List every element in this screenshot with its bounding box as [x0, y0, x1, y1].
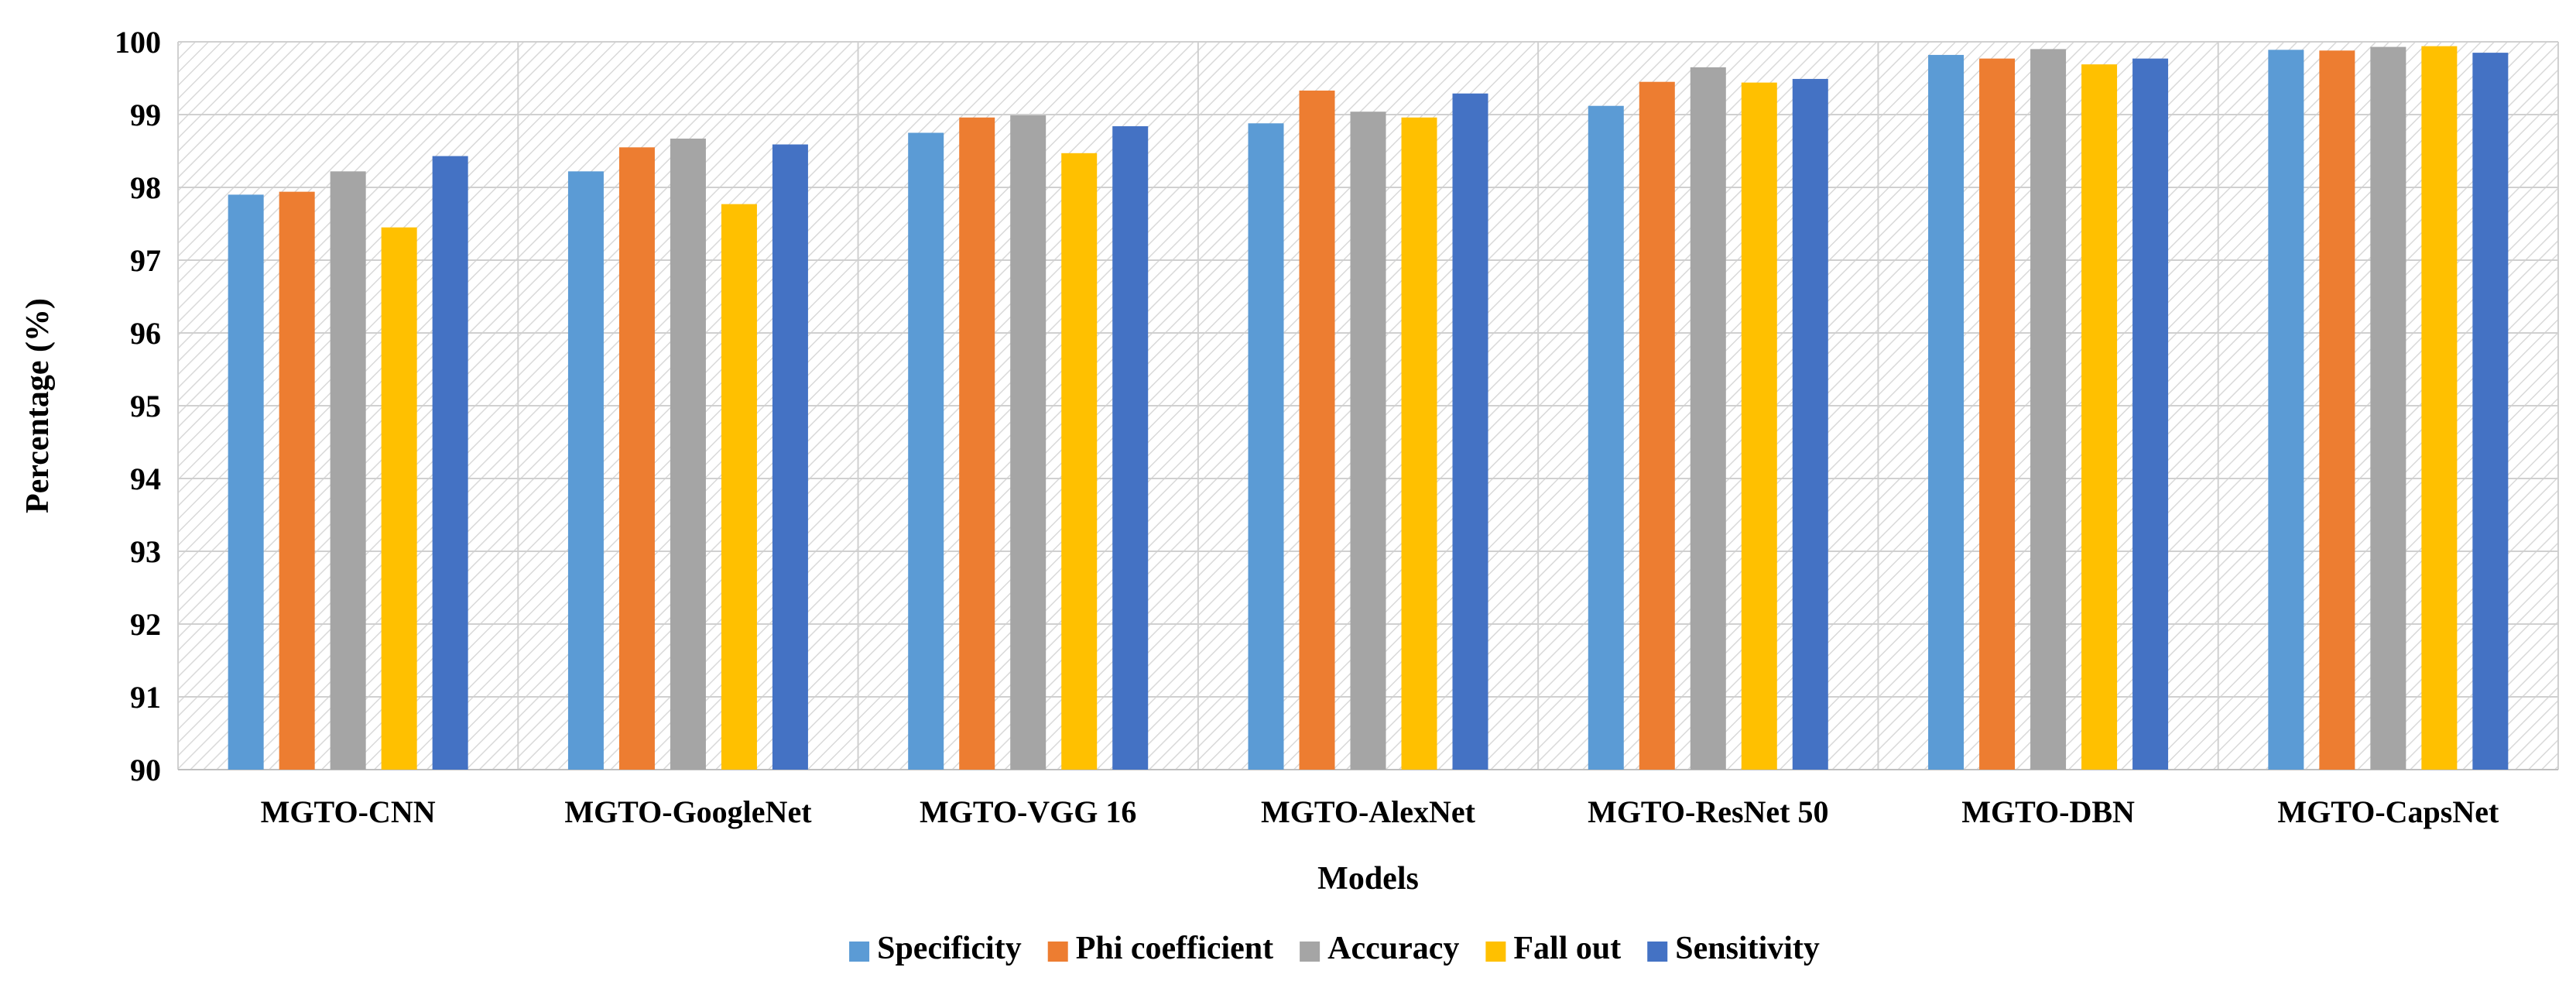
x-category-label: MGTO-GoogleNet	[564, 794, 812, 829]
bar-sensitivity	[2132, 58, 2169, 770]
bar-specificity	[567, 171, 604, 770]
y-axis-ticks: 90 91 92 93 94 95 96 97 98 99 100	[115, 25, 161, 787]
x-axis-categories: MGTO-CNN MGTO-GoogleNet MGTO-VGG 16 MGTO-Al…	[261, 794, 2499, 829]
bar-fall-out	[381, 227, 417, 770]
bar-sensitivity	[1112, 126, 1149, 770]
bar-fall-out	[721, 204, 757, 770]
bar-fall-out	[1401, 117, 1437, 770]
bars-layer	[228, 46, 2509, 770]
legend-item-accuracy: Accuracy	[1300, 931, 1459, 966]
legend-item-specificity: Specificity	[849, 931, 1022, 966]
bar-fall-out	[1741, 82, 1777, 770]
legend-swatch	[1047, 942, 1068, 962]
legend-label: Fall out	[1513, 931, 1621, 966]
bar-fall-out	[2421, 46, 2458, 770]
legend-label: Phi coefficient	[1076, 931, 1273, 966]
legend: Specificity Phi coefficient Accuracy Fall o…	[849, 931, 1820, 966]
legend-swatch	[849, 942, 870, 962]
bar-specificity	[2268, 50, 2304, 770]
bar-fall-out	[2081, 64, 2118, 770]
y-tick-label: 98	[130, 170, 161, 205]
bar-accuracy	[2030, 49, 2067, 770]
legend-swatch	[1485, 942, 1506, 962]
x-category-label: MGTO-CapsNet	[2277, 794, 2499, 829]
y-tick-label: 91	[130, 680, 161, 715]
legend-label: Accuracy	[1327, 931, 1459, 966]
x-category-label: MGTO-ResNet 50	[1588, 794, 1828, 829]
bar-phi-coefficient	[1299, 90, 1335, 770]
legend-label: Sensitivity	[1675, 931, 1820, 966]
bar-accuracy	[670, 139, 706, 770]
bar-phi-coefficient	[959, 117, 995, 770]
legend-swatch	[1647, 942, 1668, 962]
bar-phi-coefficient	[1979, 58, 2016, 770]
bar-specificity	[1588, 105, 1624, 770]
x-category-label: MGTO-VGG 16	[920, 794, 1136, 829]
legend-item-sensitivity: Sensitivity	[1647, 931, 1820, 966]
bar-specificity	[1248, 123, 1284, 770]
y-tick-label: 92	[130, 607, 161, 642]
bar-specificity	[908, 132, 944, 770]
bar-sensitivity	[2472, 53, 2509, 770]
y-tick-label: 95	[130, 389, 161, 424]
bar-accuracy	[1010, 115, 1046, 770]
legend-label: Specificity	[877, 931, 1022, 966]
bar-sensitivity	[1452, 93, 1488, 770]
bar-accuracy	[1350, 111, 1386, 770]
bar-specificity	[1928, 54, 1965, 770]
x-category-label: MGTO-AlexNet	[1261, 794, 1476, 829]
bar-accuracy	[1690, 67, 1726, 770]
bar-phi-coefficient	[1639, 81, 1675, 770]
bar-accuracy	[330, 171, 366, 770]
bar-sensitivity	[432, 156, 468, 770]
bar-fall-out	[1061, 153, 1098, 770]
legend-item-phi-coefficient: Phi coefficient	[1047, 931, 1273, 966]
bar-phi-coefficient	[2319, 50, 2355, 770]
bar-sensitivity	[1792, 78, 1828, 770]
y-tick-label: 94	[130, 461, 161, 496]
bar-specificity	[228, 194, 264, 770]
y-tick-label: 100	[115, 25, 161, 60]
bar-sensitivity	[772, 144, 808, 770]
legend-swatch	[1300, 942, 1321, 962]
y-tick-label: 93	[130, 534, 161, 569]
bar-phi-coefficient	[279, 191, 315, 770]
x-category-label: MGTO-CNN	[261, 794, 436, 829]
y-tick-label: 96	[130, 316, 161, 351]
y-axis-title: Percentage (%)	[20, 298, 56, 513]
y-tick-label: 90	[130, 753, 161, 787]
y-tick-label: 99	[130, 98, 161, 132]
x-category-label: MGTO-DBN	[1961, 794, 2135, 829]
y-tick-label: 97	[130, 243, 161, 278]
bar-accuracy	[2370, 46, 2406, 770]
x-axis-title: Models	[1317, 861, 1419, 897]
legend-item-fall-out: Fall out	[1485, 931, 1621, 966]
bar-phi-coefficient	[618, 147, 655, 770]
